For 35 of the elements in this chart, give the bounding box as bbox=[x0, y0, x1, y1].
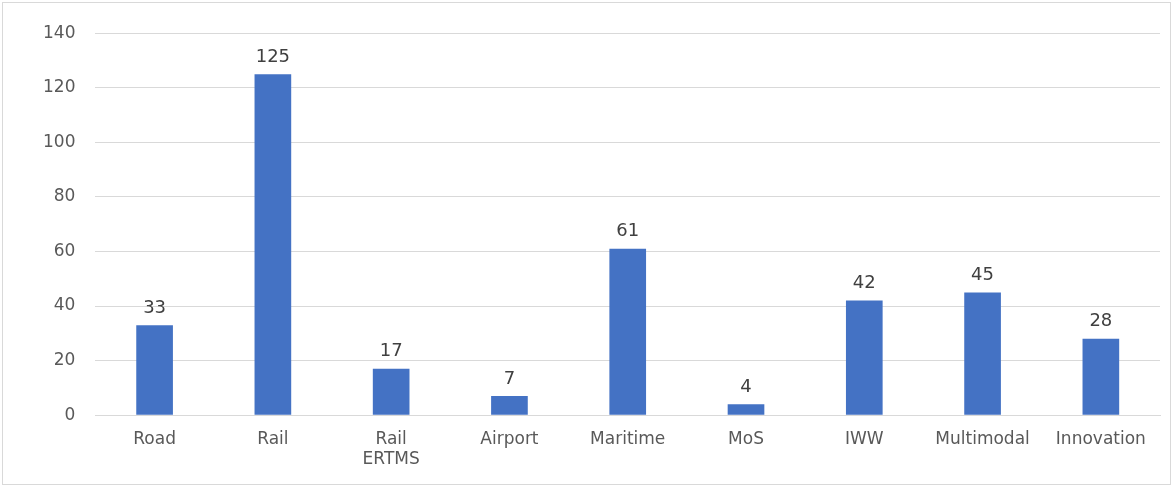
bar bbox=[964, 292, 1001, 415]
data-label: 28 bbox=[1089, 309, 1113, 331]
x-tick-label: MoS bbox=[728, 427, 764, 448]
y-tick-label: 20 bbox=[53, 349, 76, 370]
bar bbox=[136, 325, 173, 415]
x-tick-label: Road bbox=[133, 427, 176, 448]
y-tick-label: 140 bbox=[42, 21, 76, 42]
y-tick-label: 120 bbox=[42, 76, 76, 97]
data-label: 61 bbox=[616, 219, 640, 241]
data-label: 7 bbox=[503, 366, 516, 388]
data-label: 45 bbox=[971, 263, 995, 285]
y-tick-label: 0 bbox=[64, 403, 76, 424]
x-tick-label: Airport bbox=[480, 427, 539, 448]
x-tick-label: IWW bbox=[844, 427, 884, 448]
data-label: 4 bbox=[740, 374, 752, 396]
data-label: 42 bbox=[852, 271, 876, 293]
y-tick-label: 100 bbox=[42, 130, 76, 151]
bar bbox=[372, 368, 410, 415]
y-tick-label: 60 bbox=[53, 239, 76, 260]
x-tick-label: Maritime bbox=[590, 427, 666, 448]
bar bbox=[254, 74, 292, 415]
bar bbox=[609, 248, 647, 415]
bar bbox=[845, 300, 883, 415]
x-tick-label: Rail ERTMS bbox=[362, 427, 420, 469]
data-label: 33 bbox=[143, 295, 167, 317]
x-tick-label: Rail bbox=[257, 427, 289, 448]
x-tick-label: Innovation bbox=[1055, 427, 1146, 448]
bar bbox=[491, 396, 528, 415]
y-tick-label: 80 bbox=[53, 185, 76, 206]
x-tick-label: Multimodal bbox=[935, 427, 1030, 448]
data-label: 17 bbox=[379, 339, 403, 361]
bar bbox=[727, 404, 765, 415]
y-tick-label: 40 bbox=[53, 294, 76, 315]
bar bbox=[1082, 338, 1120, 415]
data-label: 125 bbox=[255, 44, 291, 66]
